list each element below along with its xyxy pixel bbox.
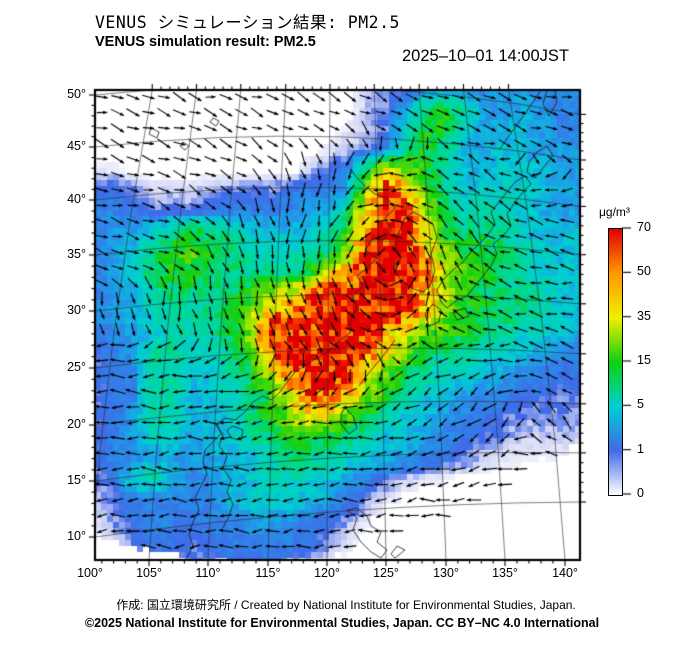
- lon-tick-label: 120°: [314, 566, 340, 580]
- lon-tick-label: 125°: [373, 566, 399, 580]
- colorbar-tick-label: 50: [637, 264, 651, 279]
- footer-license: ©2025 National Institute for Environment…: [84, 616, 600, 630]
- lat-tick-label: 10°: [67, 529, 86, 543]
- lon-tick-label: 140°: [552, 566, 578, 580]
- footer-credit: 作成: 国立環境研究所 / Created by National Instit…: [116, 598, 576, 612]
- colorbar-unit-label: μg/m³: [599, 205, 630, 219]
- colorbar-tick-label: 35: [637, 308, 651, 323]
- lat-tick-label: 50°: [67, 87, 86, 101]
- lon-tick-label: 115°: [255, 566, 281, 580]
- lon-tick-label: 110°: [195, 566, 221, 580]
- colorbar-tick-label: 0: [637, 486, 644, 500]
- colorbar-gradient: [608, 228, 623, 496]
- lon-tick-label: 100°: [77, 566, 103, 580]
- lat-tick-label: 20°: [67, 417, 86, 431]
- lat-tick-label: 25°: [67, 360, 86, 374]
- lat-tick-label: 45°: [67, 139, 86, 153]
- lat-tick-label: 35°: [67, 247, 86, 261]
- lon-tick-label: 135°: [492, 566, 518, 580]
- colorbar-tick-label: 1: [637, 441, 644, 456]
- lat-tick-label: 15°: [67, 473, 86, 487]
- lat-tick-label: 40°: [67, 192, 86, 206]
- lon-tick-label: 130°: [433, 566, 459, 580]
- colorbar-tick-label: 70: [637, 220, 651, 234]
- colorbar-tick-label: 5: [637, 397, 644, 412]
- lon-tick-label: 105°: [136, 566, 162, 580]
- lat-tick-label: 30°: [67, 303, 86, 317]
- colorbar-tick-label: 15: [637, 353, 651, 367]
